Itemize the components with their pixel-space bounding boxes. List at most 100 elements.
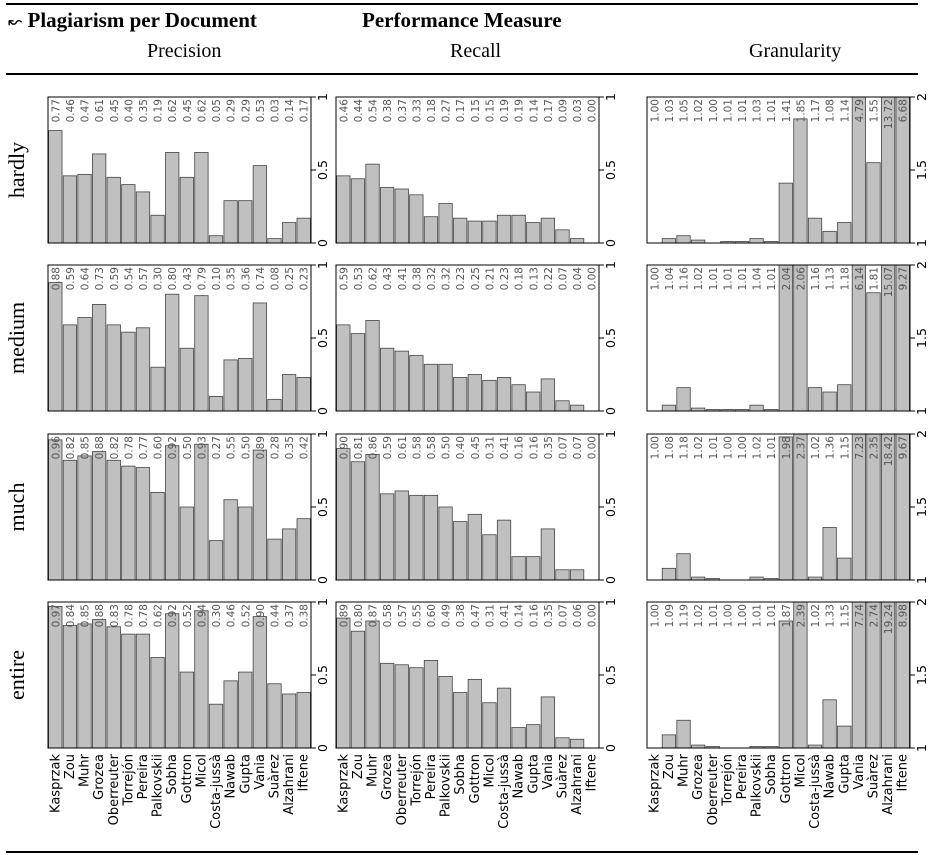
x-tick-label-granularity: Pereira bbox=[735, 754, 750, 799]
data-label: 0.15 bbox=[470, 99, 482, 122]
x-tick-label-granularity: Gupta bbox=[837, 754, 852, 794]
row-label-hardly: hardly bbox=[4, 142, 29, 198]
panel-precision-medium: 0.88 0.59 0.64 0.73 0.59 0.54 0.57 0.30 0.80 0.43… bbox=[47, 261, 330, 415]
bar bbox=[380, 347, 395, 412]
bar bbox=[676, 387, 691, 412]
y-tick-label: 1.5 bbox=[914, 328, 929, 348]
bar bbox=[526, 556, 541, 581]
data-label: 0.06 bbox=[572, 604, 584, 628]
bar bbox=[496, 214, 512, 244]
data-label: 1.00 bbox=[649, 436, 661, 459]
data-label: 0.33 bbox=[411, 99, 423, 122]
bar bbox=[62, 459, 78, 581]
y-tick-label: 1 bbox=[914, 239, 929, 247]
y-tick-label: 0.5 bbox=[603, 328, 618, 348]
bar bbox=[778, 182, 793, 244]
data-label: 0.17 bbox=[299, 99, 311, 122]
x-tick-label-recall: Gottron bbox=[468, 754, 483, 803]
y-tick-label: 0 bbox=[315, 744, 330, 752]
data-label: 1.13 bbox=[825, 267, 837, 290]
data-label: 1.08 bbox=[664, 436, 676, 459]
data-label: 0.17 bbox=[543, 99, 555, 122]
col-title-precision: Precision bbox=[147, 40, 222, 62]
bar bbox=[438, 676, 453, 749]
bar bbox=[409, 355, 424, 412]
bar bbox=[661, 734, 677, 749]
data-label: 1.02 bbox=[810, 604, 822, 627]
data-label: 0.45 bbox=[109, 99, 121, 122]
bar bbox=[837, 384, 852, 412]
data-label: 0.90 bbox=[338, 436, 350, 459]
data-label: 0.89 bbox=[255, 436, 267, 459]
data-label: 0.77 bbox=[138, 436, 150, 459]
bar bbox=[676, 553, 691, 581]
y-tick-label: 1.5 bbox=[914, 665, 929, 685]
bar bbox=[296, 518, 311, 581]
data-label: 2.37 bbox=[795, 436, 807, 459]
data-label: 0.54 bbox=[368, 99, 380, 123]
data-label: 0.38 bbox=[411, 267, 423, 290]
data-label: 0.52 bbox=[182, 604, 194, 627]
data-label: 1.55 bbox=[868, 99, 880, 122]
bar bbox=[661, 567, 677, 581]
data-label: 1.04 bbox=[664, 267, 676, 291]
data-label: 0.92 bbox=[167, 604, 179, 627]
data-label: 0.35 bbox=[138, 99, 150, 122]
arrow-title: ↜ Plagiarism per Document bbox=[8, 8, 257, 33]
bar bbox=[48, 130, 63, 244]
x-tick-label-recall: Oberreuter bbox=[395, 753, 410, 825]
data-label: 1.00 bbox=[649, 267, 661, 290]
y-tick-label: 0 bbox=[603, 576, 618, 584]
panel-recall-much: 0.90 0.81 0.86 0.59 0.61 0.58 0.58 0.50 0.40 0.45… bbox=[335, 430, 618, 584]
bar bbox=[511, 214, 526, 244]
y-tick-label: 0 bbox=[315, 239, 330, 247]
data-label: 0.15 bbox=[484, 99, 496, 122]
data-label: 0.30 bbox=[211, 604, 223, 627]
bar bbox=[409, 494, 424, 581]
data-label: 1.02 bbox=[693, 99, 705, 122]
data-label: 0.38 bbox=[382, 99, 394, 122]
bar bbox=[569, 569, 585, 581]
data-label: 0.38 bbox=[299, 604, 311, 627]
data-label: 1.16 bbox=[810, 267, 822, 291]
data-label: 0.16 bbox=[514, 436, 526, 460]
x-tick-label-precision: Iftene bbox=[297, 754, 312, 792]
bar bbox=[208, 703, 224, 749]
x-tick-label-precision: Zou bbox=[63, 754, 78, 779]
bar bbox=[281, 222, 297, 244]
bar bbox=[496, 687, 512, 749]
x-tick-label-granularity: Nawab bbox=[823, 754, 838, 799]
data-label: 0.41 bbox=[499, 436, 511, 459]
x-tick-label-granularity: Alzahrani bbox=[881, 754, 896, 815]
bottom-rule bbox=[6, 851, 918, 853]
data-label: 0.89 bbox=[338, 604, 350, 627]
data-label: 1.03 bbox=[752, 99, 764, 122]
bar bbox=[106, 324, 121, 412]
bar bbox=[92, 451, 107, 581]
data-label: 0.07 bbox=[557, 436, 569, 459]
bar bbox=[511, 556, 526, 581]
data-label: 0.37 bbox=[284, 604, 296, 627]
data-label: 4.79 bbox=[854, 99, 866, 122]
y-tick-label: 0.5 bbox=[603, 497, 618, 517]
panel-recall-medium: 0.59 0.53 0.62 0.43 0.41 0.38 0.32 0.32 0.23 0.25… bbox=[335, 261, 618, 415]
x-tick-label-precision: Sobha bbox=[165, 754, 180, 795]
data-label: 1.01 bbox=[766, 604, 778, 627]
data-label: 0.59 bbox=[109, 267, 121, 290]
bar bbox=[238, 358, 253, 412]
bar bbox=[822, 391, 837, 412]
bar bbox=[194, 295, 209, 412]
x-tick-label-granularity: Torrejón bbox=[720, 754, 735, 807]
bar bbox=[423, 216, 439, 244]
bar bbox=[807, 387, 823, 412]
bar bbox=[822, 527, 837, 581]
panel-granularity-hardly: 1.00 1.03 1.05 1.02 1.00 1.01 1.01 1.03 1.01 1.41… bbox=[646, 93, 929, 247]
bar bbox=[350, 461, 366, 581]
data-label: 0.46 bbox=[338, 99, 350, 123]
bar bbox=[438, 203, 453, 244]
top-rule bbox=[6, 3, 918, 5]
data-label: 1.33 bbox=[825, 604, 837, 627]
data-label: 0.47 bbox=[80, 99, 92, 122]
data-label: 1.01 bbox=[737, 99, 749, 122]
bar bbox=[511, 727, 526, 749]
